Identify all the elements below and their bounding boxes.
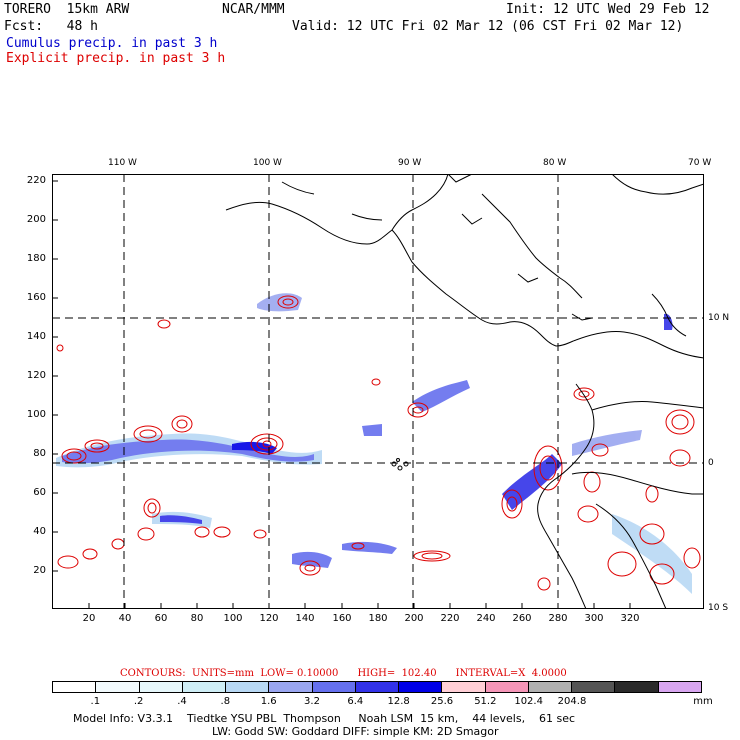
x-tick: 260 (512, 613, 532, 624)
lon-label-110w: 110 W (108, 158, 137, 168)
x-tick: 320 (620, 613, 640, 624)
colorbar-swatch (269, 682, 313, 692)
contours-info: CONTOURS: UNITS=mm LOW= 0.10000 HIGH= 10… (120, 668, 567, 679)
model-info-line1: Model Info: V3.3.1 Tiedtke YSU PBL Thomp… (73, 712, 576, 725)
x-tick: 100 (223, 613, 243, 624)
precip-colorbar (52, 681, 702, 693)
x-tick: 300 (584, 613, 604, 624)
y-tick: 20 (33, 565, 46, 576)
colorbar-label: 1.6 (260, 696, 277, 707)
legend-explicit: Explicit precip. in past 3 h (6, 51, 226, 66)
colorbar-swatch (96, 682, 140, 692)
colorbar-label: .8 (220, 696, 231, 707)
lat-label-0: 0 (708, 458, 714, 468)
lon-label-70w: 70 W (688, 158, 712, 168)
x-tick: 140 (295, 613, 315, 624)
y-tick: 60 (33, 487, 46, 498)
y-tick: 160 (26, 292, 46, 303)
model-info-line2: LW: Godd SW: Goddard DIFF: simple KM: 2D… (212, 725, 499, 738)
colorbar-label: .1 (90, 696, 101, 707)
x-tick: 80 (190, 613, 204, 624)
cumulus-precip-shading (56, 293, 692, 594)
colorbar-swatch (182, 682, 227, 692)
lon-label-90w: 90 W (398, 158, 422, 168)
colorbar-swatch (355, 682, 400, 692)
colorbar-units: mm (693, 696, 713, 707)
colorbar-label: 3.2 (304, 696, 320, 707)
colorbar-swatch (572, 682, 616, 692)
x-tick: 180 (368, 613, 388, 624)
frame-ticks (52, 180, 631, 609)
y-tick: 220 (26, 175, 46, 186)
y-tick: 120 (26, 370, 46, 381)
legend-cumulus: Cumulus precip. in past 3 h (6, 36, 218, 51)
y-tick: 140 (26, 331, 46, 342)
colorbar-swatch (658, 682, 701, 692)
valid-time: Valid: 12 UTC Fri 02 Mar 12 (06 CST Fri … (292, 19, 684, 34)
model-title: TORERO 15km ARW (4, 2, 130, 17)
lat-label-10s: 10 S (708, 603, 729, 613)
x-tick: 220 (440, 613, 460, 624)
colorbar-label: 12.8 (387, 696, 410, 707)
colorbar-label: 6.4 (347, 696, 364, 707)
colorbar-swatch (485, 682, 529, 692)
x-tick: 60 (154, 613, 168, 624)
explicit-precip-contours (56, 295, 701, 591)
colorbar-swatch (615, 682, 659, 692)
y-tick: 80 (33, 448, 46, 459)
y-tick: 40 (33, 526, 46, 537)
colorbar-swatch (399, 682, 443, 692)
colorbar-swatch (226, 682, 270, 692)
colorbar-swatch (442, 682, 486, 692)
x-tick: 160 (332, 613, 352, 624)
lon-label-100w: 100 W (253, 158, 282, 168)
forecast-hour: Fcst: 48 h (4, 19, 98, 34)
colorbar-swatch (528, 682, 573, 692)
y-tick: 200 (26, 214, 46, 225)
colorbar-swatch (53, 682, 97, 692)
y-tick: 100 (26, 409, 46, 420)
x-tick: 240 (476, 613, 496, 624)
org-label: NCAR/MMM (222, 2, 285, 17)
lon-label-80w: 80 W (543, 158, 567, 168)
lat-label-10n: 10 N (708, 313, 730, 323)
colorbar-label: .2 (133, 696, 144, 707)
precip-map (52, 174, 704, 609)
colorbar-label: .4 (177, 696, 187, 707)
coastlines (225, 174, 704, 609)
x-tick: 120 (259, 613, 279, 624)
x-tick: 280 (548, 613, 568, 624)
colorbar-label: 25.6 (430, 696, 454, 707)
y-tick: 180 (26, 253, 46, 264)
colorbar-label: 51.2 (474, 696, 497, 707)
colorbar-swatch (312, 682, 356, 692)
colorbar-swatch (139, 682, 183, 692)
x-tick: 20 (82, 613, 96, 624)
colorbar-label: 204.8 (557, 696, 587, 707)
init-time: Init: 12 UTC Wed 29 Feb 12 (506, 2, 710, 17)
x-tick: 200 (404, 613, 424, 624)
lat-lon-grid (52, 174, 704, 609)
x-tick: 40 (118, 613, 132, 624)
colorbar-label: 102.4 (514, 696, 543, 707)
galapagos-islands (391, 458, 409, 471)
